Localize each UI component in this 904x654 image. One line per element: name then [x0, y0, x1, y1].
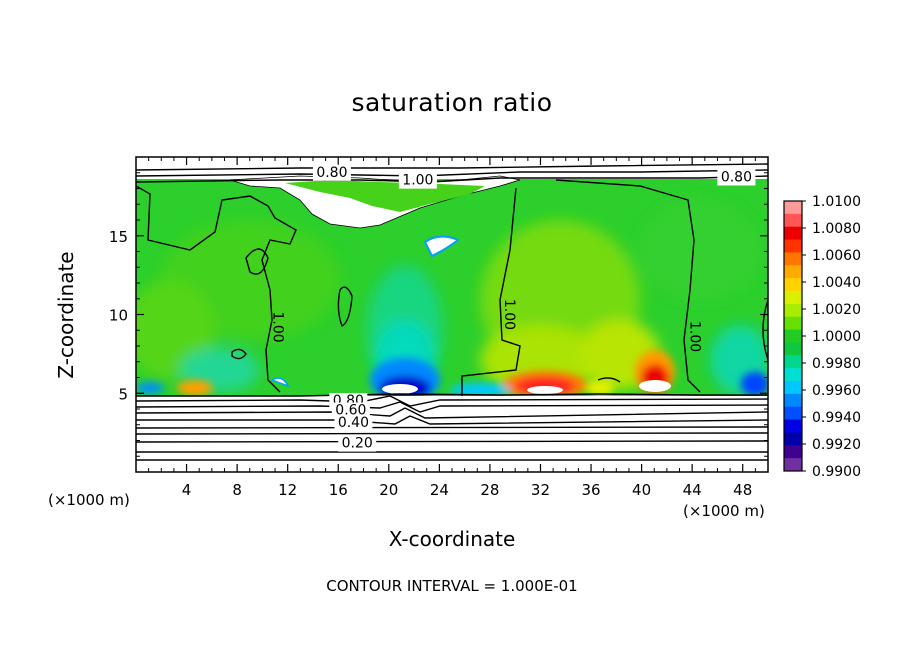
colorbar-segment — [784, 303, 802, 318]
colorbar-segment — [784, 355, 802, 369]
contour-label: 1.00 — [501, 299, 517, 330]
contour-label: 0.20 — [342, 436, 373, 452]
contour-label: 1.00 — [402, 173, 433, 189]
contour-label: 0.40 — [338, 415, 369, 431]
contour-label: 1.00 — [687, 321, 703, 352]
contour-label-bg — [717, 169, 756, 186]
colorbar-segment — [784, 381, 802, 395]
colorbar-segment — [784, 458, 802, 472]
x-tick-label: 24 — [430, 481, 449, 499]
colorbar-label: 0.9980 — [812, 356, 861, 372]
x-tick-label: 36 — [581, 481, 600, 499]
contour-label: 0.80 — [316, 165, 347, 181]
colorbar-label: 0.9900 — [812, 464, 861, 480]
colorbar-segment — [784, 201, 802, 215]
x-tick-label: 40 — [632, 481, 651, 499]
colorbar-label: 0.9960 — [812, 383, 861, 399]
colorbar: 1.0100 1.0080 1.0060 1.0040 1.0020 1.0000 0.99… — [783, 194, 861, 480]
colorbar-segment — [784, 432, 802, 446]
contour-label-bg — [312, 164, 351, 181]
x-tick-label: 4 — [182, 481, 192, 499]
y-tick-label: 5 — [118, 385, 128, 403]
colorbar-segment — [784, 278, 802, 292]
colorbar-label: 1.0020 — [812, 302, 861, 318]
colorbar-segment — [784, 368, 802, 382]
y-tick-label: 15 — [109, 228, 128, 246]
colorbar-label: 1.0000 — [812, 329, 861, 345]
contour-lines — [136, 163, 768, 461]
x-tick-label: 48 — [733, 481, 752, 499]
contour-label-bg — [334, 415, 373, 432]
contour-label: 0.60 — [335, 403, 366, 419]
colorbar-segment — [784, 239, 802, 253]
x-unit-label-right: (×1000 m) — [683, 502, 765, 520]
contour-label-bg — [398, 172, 437, 189]
x-tick-label: 8 — [232, 481, 242, 499]
y-tick-label: 10 — [109, 307, 128, 325]
colorbar-segment — [784, 291, 802, 305]
colorbar-label: 0.9920 — [812, 437, 861, 453]
x-unit-label-left: (×1000 m) — [48, 491, 130, 509]
colorbar-segment — [784, 252, 802, 266]
x-tick-label: 12 — [278, 481, 297, 499]
colorbar-segment — [784, 419, 802, 433]
contour-labels: 0.80 1.00 0.801.00 1.001.000.800.600.400.20 — [270, 164, 756, 452]
contour-label: 0.80 — [721, 169, 752, 185]
x-axis-label: X-coordinate — [388, 527, 516, 551]
colorbar-segment — [784, 265, 802, 279]
colorbar-segment — [784, 316, 802, 331]
x-tick-label: 20 — [379, 481, 398, 499]
colorbar-label: 1.0040 — [812, 275, 861, 291]
colorbar-segment — [784, 393, 802, 408]
saturation-field — [136, 157, 768, 472]
colorbar-label: 1.0100 — [812, 194, 861, 210]
contour-label-bg — [338, 435, 377, 452]
colorbar-label: 0.9940 — [812, 410, 861, 426]
colorbar-label: 1.0060 — [812, 248, 861, 264]
colorbar-label: 1.0080 — [812, 221, 861, 237]
contour-interval-note: CONTOUR INTERVAL = 1.000E-01 — [326, 577, 578, 595]
colorbar-segment — [784, 213, 802, 228]
x-tick-label: 44 — [683, 481, 702, 499]
chart-title: saturation ratio — [351, 88, 553, 117]
contour-label: 1.00 — [270, 312, 286, 343]
colorbar-segment — [784, 445, 802, 459]
x-tick-label: 28 — [480, 481, 499, 499]
x-tick-label: 16 — [329, 481, 348, 499]
x-tick-label: 32 — [531, 481, 550, 499]
colorbar-segment — [784, 226, 802, 241]
colorbar-segment — [784, 329, 802, 343]
colorbar-segment — [784, 406, 802, 421]
colorbar-segment — [784, 342, 802, 356]
contour-label-bg — [331, 402, 370, 419]
